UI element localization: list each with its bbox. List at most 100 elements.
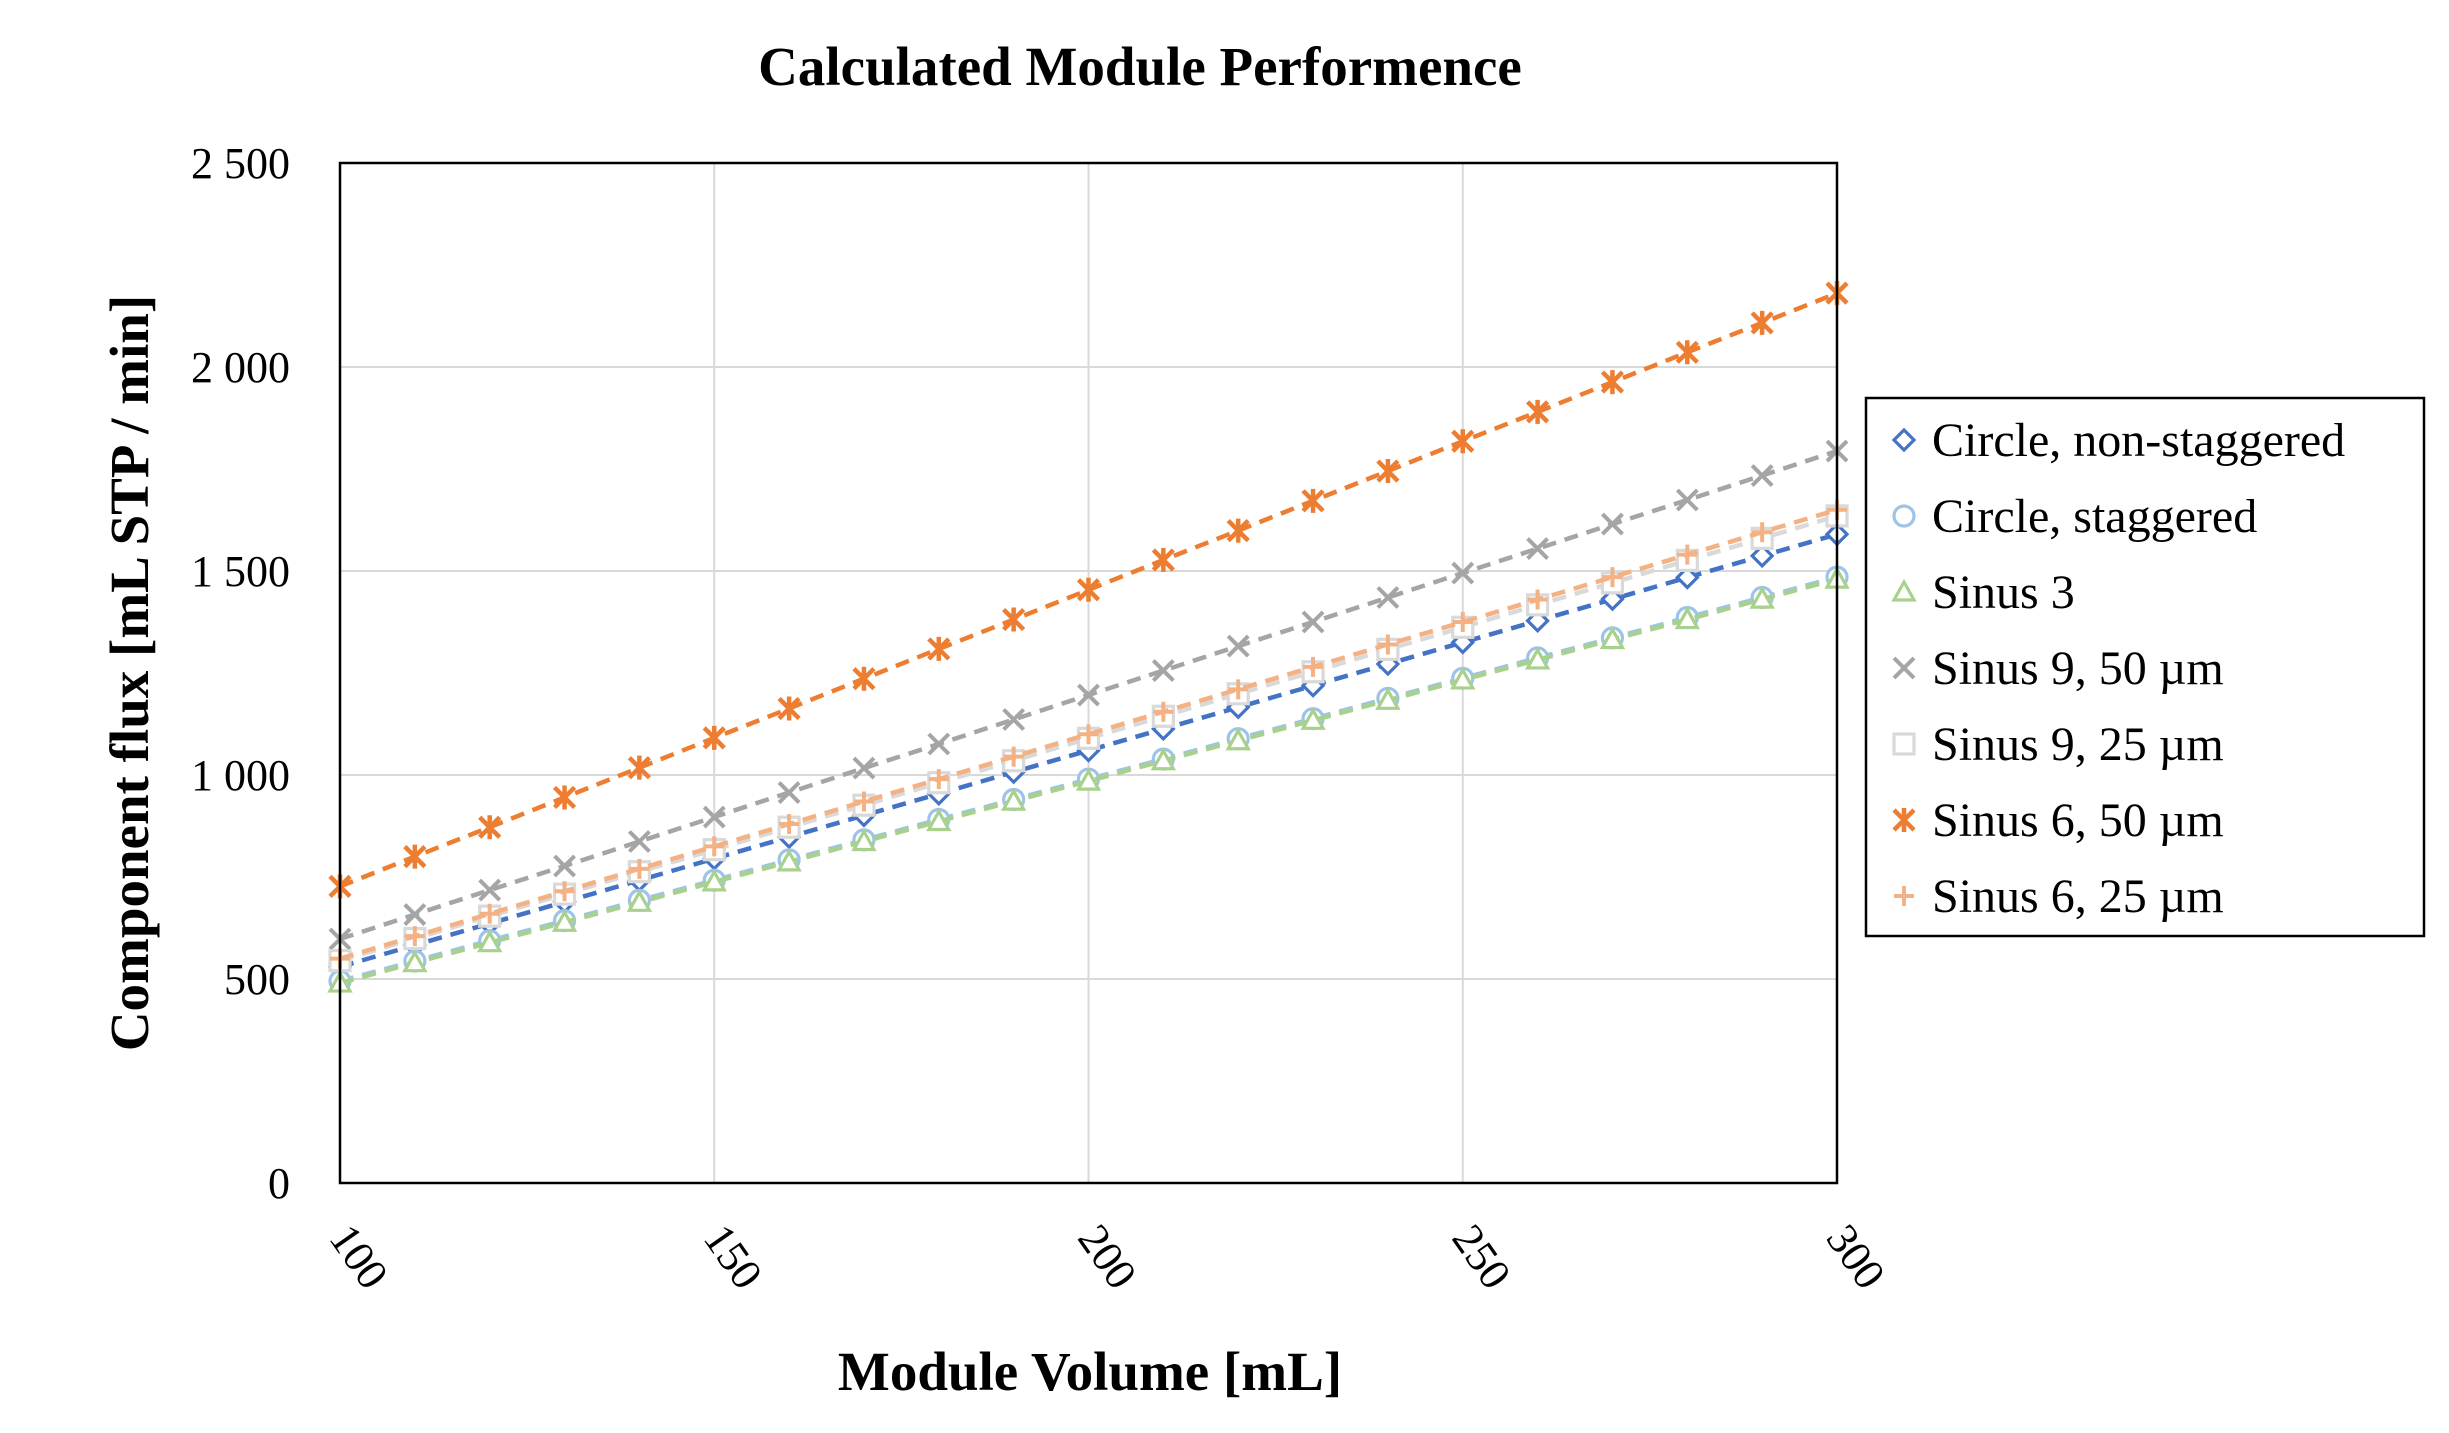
data-point bbox=[1153, 701, 1174, 722]
data-point bbox=[1750, 310, 1774, 335]
series-layer bbox=[327, 281, 1850, 993]
data-point bbox=[704, 836, 725, 857]
series-line bbox=[339, 532, 1838, 969]
data-point bbox=[928, 769, 949, 790]
y-tick-label: 500 bbox=[224, 955, 290, 1004]
data-point bbox=[1376, 459, 1400, 484]
legend-item: Circle, staggered bbox=[1892, 490, 2257, 543]
data-point bbox=[479, 903, 500, 924]
y-tick-label: 2 500 bbox=[191, 139, 290, 188]
data-point bbox=[1527, 589, 1548, 610]
legend-label: Sinus 6, 25 µm bbox=[1932, 870, 2224, 923]
data-point bbox=[1075, 767, 1102, 791]
data-point bbox=[1451, 561, 1475, 585]
data-point bbox=[1225, 727, 1251, 751]
x-axis-title: Module Volume [mL] bbox=[838, 1341, 1342, 1402]
data-point bbox=[1675, 565, 1700, 590]
data-point bbox=[1602, 567, 1623, 588]
legend-box bbox=[1864, 396, 2426, 938]
data-point bbox=[552, 785, 577, 810]
data-point bbox=[1375, 687, 1401, 710]
data-point bbox=[1078, 724, 1099, 745]
data-point bbox=[1076, 577, 1101, 602]
legend-marker bbox=[1892, 504, 1916, 528]
data-point bbox=[1226, 518, 1250, 543]
series-line bbox=[339, 513, 1838, 963]
x-tick-label: 250 bbox=[1443, 1216, 1521, 1298]
legend-label: Sinus 6, 50 µm bbox=[1932, 794, 2224, 847]
plot-area-frame bbox=[338, 161, 1839, 1185]
data-point bbox=[1451, 429, 1475, 454]
data-point bbox=[1151, 547, 1175, 572]
data-point bbox=[853, 791, 874, 812]
data-point bbox=[1301, 488, 1325, 513]
data-point bbox=[1002, 708, 1026, 731]
data-point bbox=[1150, 747, 1177, 771]
data-point bbox=[1228, 679, 1249, 700]
data-point bbox=[1377, 634, 1398, 655]
legend-marker bbox=[1892, 732, 1916, 756]
data-point bbox=[1226, 634, 1250, 658]
data-point bbox=[1675, 340, 1699, 365]
data-point bbox=[1151, 659, 1175, 682]
data-point bbox=[403, 903, 427, 926]
data-point bbox=[1524, 646, 1551, 670]
data-point bbox=[626, 889, 653, 912]
legend-marker bbox=[1891, 427, 1917, 453]
data-point bbox=[852, 756, 876, 780]
x-tick-label: 300 bbox=[1817, 1216, 1895, 1298]
series-line bbox=[339, 507, 1838, 961]
series-5 bbox=[328, 281, 1849, 899]
data-point bbox=[402, 949, 428, 973]
data-point bbox=[851, 828, 877, 852]
legend-label: Circle, non-staggered bbox=[1932, 414, 2345, 467]
y-tick-labels: 0 500 1 000 1 500 2 000 2 500 bbox=[191, 139, 290, 1208]
data-point bbox=[404, 926, 425, 947]
data-point bbox=[702, 805, 726, 829]
y-tick-label: 2 000 bbox=[191, 343, 290, 392]
data-point bbox=[1000, 787, 1027, 811]
data-point bbox=[1677, 544, 1698, 565]
data-point bbox=[1674, 606, 1701, 630]
data-point bbox=[478, 815, 502, 840]
data-point bbox=[476, 929, 503, 953]
legend-label: Sinus 9, 25 µm bbox=[1932, 718, 2224, 771]
data-point bbox=[776, 848, 802, 872]
series-line bbox=[339, 577, 1838, 986]
y-axis-title: Component flux [mL STP / min] bbox=[99, 295, 160, 1051]
legend-label: Circle, staggered bbox=[1932, 490, 2257, 543]
data-point bbox=[553, 854, 576, 878]
data-point bbox=[1750, 464, 1774, 487]
y-tick-label: 0 bbox=[268, 1159, 290, 1208]
data-point bbox=[1749, 585, 1775, 609]
data-point bbox=[927, 732, 951, 756]
data-point bbox=[702, 725, 726, 750]
data-point bbox=[1452, 612, 1473, 632]
legend-marker bbox=[1894, 886, 1914, 906]
data-point bbox=[1526, 537, 1550, 560]
series-2 bbox=[327, 565, 1850, 993]
data-point bbox=[1601, 512, 1624, 536]
grid bbox=[339, 162, 1838, 1184]
legend-marker bbox=[1891, 578, 1917, 602]
data-point bbox=[701, 868, 727, 892]
data-point bbox=[1752, 522, 1773, 543]
data-point bbox=[1450, 666, 1476, 690]
data-point bbox=[926, 808, 952, 832]
data-point bbox=[1749, 543, 1775, 569]
data-point bbox=[478, 878, 502, 902]
y-tick-label: 1 000 bbox=[191, 751, 290, 800]
data-point bbox=[1600, 370, 1625, 395]
data-point bbox=[777, 696, 801, 721]
data-point bbox=[777, 781, 801, 804]
x-tick-label: 100 bbox=[320, 1216, 398, 1298]
data-point bbox=[1526, 399, 1550, 424]
data-point bbox=[1303, 656, 1324, 677]
data-point bbox=[629, 858, 650, 879]
data-point bbox=[1599, 626, 1626, 650]
legend-items: Circle, non-staggered Circle, staggered Si… bbox=[1891, 414, 2345, 923]
x-tick-label: 150 bbox=[694, 1216, 772, 1298]
series-3 bbox=[328, 439, 1849, 951]
